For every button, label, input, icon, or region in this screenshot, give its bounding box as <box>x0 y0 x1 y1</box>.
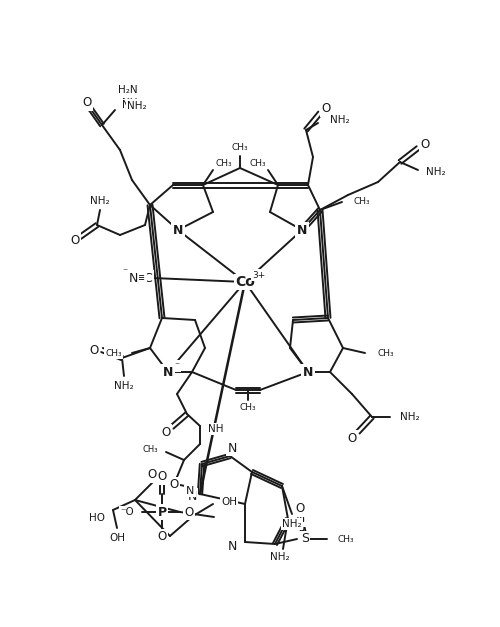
Text: OH: OH <box>221 497 237 507</box>
Text: NH₂: NH₂ <box>90 196 110 206</box>
Text: N: N <box>163 366 173 379</box>
Text: O: O <box>90 344 98 357</box>
Text: N: N <box>186 486 194 496</box>
Text: CH₃: CH₃ <box>215 159 232 167</box>
Text: N: N <box>228 540 237 554</box>
Text: O: O <box>82 97 92 110</box>
Text: C: C <box>144 271 152 285</box>
Text: NH₂: NH₂ <box>122 100 142 110</box>
Text: NH₂: NH₂ <box>127 101 146 111</box>
Text: CH₃: CH₃ <box>240 404 256 413</box>
Text: CH₃: CH₃ <box>142 446 158 455</box>
Text: N: N <box>303 366 313 379</box>
Text: NH₂: NH₂ <box>114 381 134 391</box>
Text: CH₃: CH₃ <box>232 144 248 152</box>
Text: O: O <box>322 102 330 115</box>
Text: CH₃: CH₃ <box>337 534 353 544</box>
Text: N: N <box>297 223 307 236</box>
Text: CH₃: CH₃ <box>106 349 122 357</box>
Text: OH: OH <box>109 533 125 543</box>
Text: ⁻: ⁻ <box>174 361 180 371</box>
Text: NH₂: NH₂ <box>282 519 302 529</box>
Text: O: O <box>158 470 166 483</box>
Text: O: O <box>158 530 166 544</box>
Text: NH₂: NH₂ <box>270 552 290 562</box>
Text: NH: NH <box>208 424 224 434</box>
Text: O: O <box>70 233 80 246</box>
Text: S: S <box>301 532 309 545</box>
Text: NH₂: NH₂ <box>122 98 142 108</box>
Text: ⁻: ⁻ <box>122 267 128 277</box>
Text: 3+: 3+ <box>252 270 266 280</box>
Text: N: N <box>128 271 138 285</box>
Text: H₂N: H₂N <box>118 85 138 95</box>
Text: N: N <box>173 223 183 236</box>
Text: O: O <box>296 502 304 515</box>
Text: CH₃: CH₃ <box>377 349 394 357</box>
Text: N: N <box>188 490 196 502</box>
Text: Co: Co <box>235 275 255 289</box>
Text: O: O <box>162 426 170 438</box>
Text: O: O <box>162 426 170 438</box>
Text: P: P <box>158 505 166 519</box>
Text: HO: HO <box>89 513 105 523</box>
Text: O: O <box>148 468 156 482</box>
Text: O: O <box>184 505 193 519</box>
Text: CH₃: CH₃ <box>250 159 266 167</box>
Text: O: O <box>348 431 356 445</box>
Text: ≡: ≡ <box>136 273 145 283</box>
Text: NH₂: NH₂ <box>330 115 349 125</box>
Text: O: O <box>420 139 430 152</box>
Text: O: O <box>170 478 178 492</box>
Text: ⁻O: ⁻O <box>120 507 134 517</box>
Text: N: N <box>228 441 236 455</box>
Text: N: N <box>296 512 306 525</box>
Text: NH₂: NH₂ <box>400 412 419 422</box>
Text: CH₃: CH₃ <box>354 198 370 206</box>
Text: NH₂: NH₂ <box>426 167 446 177</box>
